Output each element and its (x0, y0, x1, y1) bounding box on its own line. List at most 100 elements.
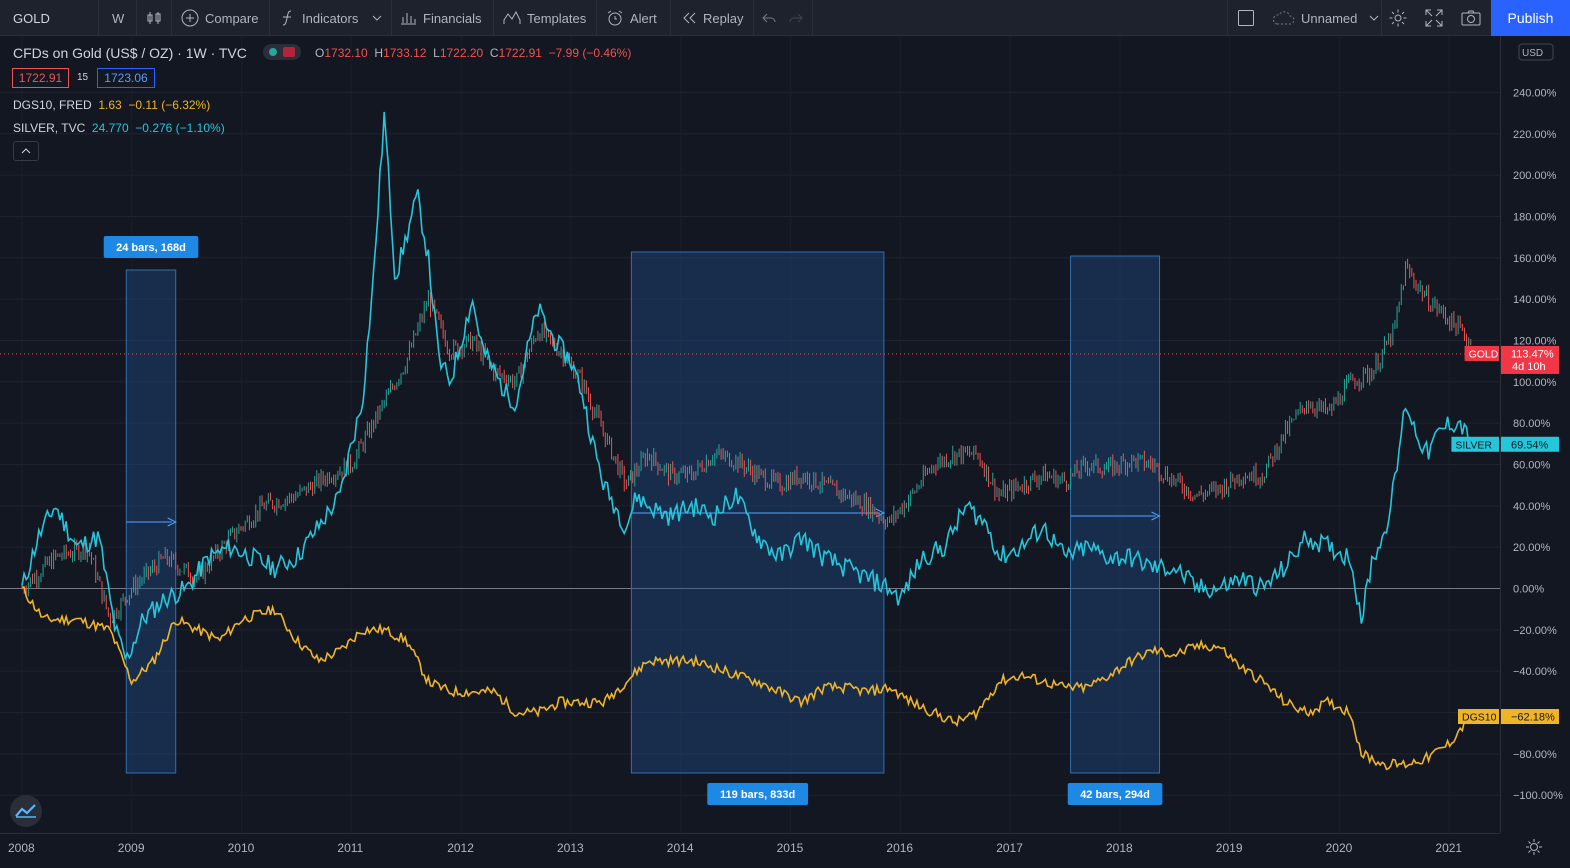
fullscreen-button[interactable] (1425, 0, 1449, 36)
x-tick-label: 2013 (557, 841, 584, 855)
date-range-box (1070, 255, 1161, 774)
main-legend: CFDs on Gold (US$ / OZ) · 1W · TVC (13, 45, 247, 61)
y-tick-label: 220.00% (1513, 129, 1557, 141)
indicators-button[interactable]: Indicators (280, 0, 388, 36)
alert-label: Alert (630, 10, 657, 26)
low-value: 1722.20 (439, 46, 484, 60)
rewind-icon (683, 12, 696, 24)
series-name-label: GOLD (1469, 348, 1499, 360)
y-tick-label: 60.00% (1513, 459, 1551, 471)
chevron-down-icon (373, 15, 382, 21)
toolbar-divider (596, 0, 597, 36)
x-tick-label: 2019 (1216, 841, 1243, 855)
y-tick-label: 180.00% (1513, 211, 1557, 223)
y-tick-label: −80.00% (1513, 749, 1557, 761)
x-tick-label: 2020 (1326, 841, 1353, 855)
y-tick-label: 20.00% (1513, 542, 1551, 554)
templates-label: Templates (527, 10, 587, 26)
axis-value-text: −62.18% (1511, 712, 1555, 724)
replay-label: Replay (703, 10, 744, 26)
date-range-label: 42 bars, 294d (1080, 789, 1150, 801)
settings-button[interactable] (1388, 0, 1414, 36)
compare-label: Compare (205, 10, 259, 26)
toolbar-divider (812, 0, 813, 36)
series-name-tag (1458, 709, 1499, 725)
sun-icon (1526, 839, 1542, 855)
axis-countdown-text: 4d 10h (1512, 361, 1546, 373)
camera-icon (1461, 10, 1481, 26)
flag-icon (283, 47, 295, 57)
templates-icon (503, 11, 521, 24)
main-series-title[interactable]: CFDs on Gold (US$ / OZ) · 1W · TVC (13, 45, 247, 61)
toolbar-divider (753, 0, 754, 36)
series-name-label: DGS10 (1462, 712, 1497, 724)
financials-label: Financials (423, 10, 482, 26)
chevron-up-icon (21, 148, 31, 154)
currency-box (1518, 43, 1554, 61)
redo-button[interactable] (789, 0, 809, 36)
alert-button[interactable]: Alert (606, 0, 657, 36)
chart-type-button[interactable] (146, 0, 168, 36)
change-value: −7.99 (−0.46%) (548, 46, 632, 60)
templates-button[interactable]: Templates (503, 0, 586, 36)
compare-button[interactable]: Compare (181, 0, 258, 36)
time-axis[interactable]: 2008 2009 2010 2011 2012 2013 2014 2015 2016 2017… (0, 833, 1500, 863)
x-tick-label: 2014 (667, 841, 694, 855)
replay-button[interactable]: Replay (681, 0, 743, 36)
screenshot-button[interactable] (1461, 0, 1487, 36)
date-range-arrowhead (1151, 511, 1161, 521)
tradingview-logo[interactable] (10, 795, 42, 827)
publish-button[interactable]: Publish (1491, 0, 1570, 36)
y-tick-label: 0.00% (1513, 584, 1544, 596)
toolbar-divider (269, 0, 270, 36)
silver-legend[interactable]: SILVER, TVC 24.770 −0.276 (−1.10%) (13, 121, 225, 135)
chevron-down-icon (1370, 15, 1379, 21)
toolbar-divider (98, 0, 99, 36)
open-value: 1732.10 (324, 46, 368, 60)
dgs10-legend[interactable]: DGS10, FRED 1.63 −0.11 (−6.32%) (13, 98, 210, 112)
axis-value-tag (1501, 345, 1559, 374)
candles-icon (147, 12, 161, 24)
silver-series-line (21, 111, 1472, 661)
axis-value-text: 113.47% (1511, 348, 1554, 360)
sell-price-box[interactable]: 1722.91 (12, 68, 69, 88)
toolbar-divider (136, 0, 137, 36)
y-tick-label: 40.00% (1513, 501, 1551, 513)
undo-icon (762, 13, 776, 23)
y-tick-label: −100.00% (1513, 790, 1563, 802)
close-label: C (489, 46, 499, 60)
collapse-legend-button[interactable] (13, 141, 39, 161)
layout-name-button[interactable]: Unnamed (1271, 0, 1385, 36)
chart-canvas[interactable]: GOLD SILVER DGS10 24 bars, 168d 119 bars, 8… (0, 36, 1500, 833)
x-tick-label: 2015 (777, 841, 804, 855)
axis-settings-button[interactable] (1525, 838, 1543, 861)
high-label: H (374, 46, 384, 60)
plus-circle-icon (181, 9, 199, 27)
market-status-toggle[interactable] (263, 44, 301, 60)
date-range-label-box (1067, 783, 1163, 805)
layout-button[interactable] (1237, 0, 1261, 36)
x-tick-label: 2018 (1106, 841, 1133, 855)
x-tick-label: 2009 (118, 841, 145, 855)
y-tick-label: 100.00% (1513, 377, 1557, 389)
interval-button[interactable]: W (112, 10, 125, 26)
y-tick-label: −40.00% (1513, 666, 1557, 678)
y-tick-label: 140.00% (1513, 294, 1557, 306)
ohlc-values: O1732.10 H1733.12 L1722.20 C1722.91 −7.9… (315, 46, 631, 60)
y-tick-label: 200.00% (1513, 170, 1557, 182)
date-range-label-box (103, 236, 199, 258)
layout-name-label: Unnamed (1301, 10, 1358, 26)
symbol-search[interactable]: GOLD (13, 10, 50, 26)
buy-price-box[interactable]: 1723.06 (97, 68, 155, 88)
undo-button[interactable] (762, 0, 782, 36)
top-toolbar: GOLD W Compare Indicators Financials Tem… (0, 0, 1570, 36)
financials-button[interactable]: Financials (400, 0, 482, 36)
x-tick-label: 2021 (1435, 841, 1462, 855)
price-axis[interactable]: 240.00% 220.00% 200.00% 180.00% 160.00% 140.0… (1500, 36, 1570, 833)
series-name-tag (1451, 436, 1499, 452)
x-tick-label: 2011 (337, 841, 363, 855)
price-axis-svg: 240.00% 220.00% 200.00% 180.00% 160.00% 140.0… (1501, 43, 1563, 802)
alarm-clock-icon (607, 10, 623, 26)
silver-value: 24.770 (91, 121, 129, 135)
x-tick-label: 2012 (447, 841, 474, 855)
